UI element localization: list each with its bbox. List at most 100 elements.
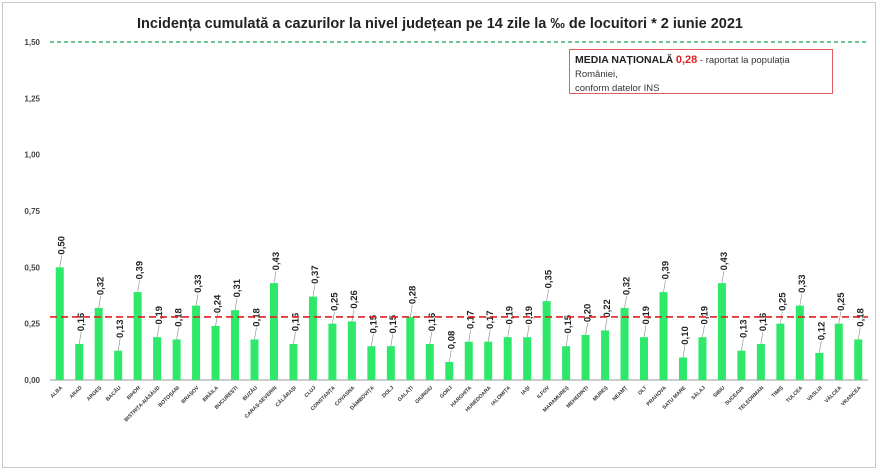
leader-line bbox=[156, 325, 160, 338]
leader-line bbox=[702, 325, 705, 338]
value-label: 0,25 bbox=[329, 292, 340, 311]
value-label: 0,28 bbox=[407, 286, 418, 305]
leader-line bbox=[663, 280, 666, 293]
category-label: CLUJ bbox=[304, 385, 318, 399]
chart-title: Incidența cumulată a cazurilor la nivel … bbox=[137, 16, 743, 32]
category-label: CĂLĂRAȘI bbox=[274, 384, 298, 408]
bar bbox=[717, 283, 726, 380]
value-label: 0,15 bbox=[388, 314, 399, 333]
bar bbox=[640, 337, 649, 380]
leader-line bbox=[78, 331, 82, 344]
category-label: ALBA bbox=[50, 385, 65, 400]
bar bbox=[192, 305, 201, 380]
leader-line bbox=[507, 325, 510, 338]
leader-line bbox=[234, 298, 238, 311]
bar bbox=[211, 325, 220, 380]
value-label: 0,18 bbox=[252, 308, 263, 327]
category-label: ARAD bbox=[69, 385, 84, 400]
category-label: TIMIȘ bbox=[771, 385, 785, 399]
leader-line bbox=[371, 334, 374, 347]
bar bbox=[367, 346, 376, 380]
leader-line bbox=[487, 329, 491, 342]
value-label: 0,37 bbox=[310, 265, 321, 284]
category-label: VASLUI bbox=[806, 385, 824, 403]
leader-line bbox=[410, 304, 413, 317]
bar bbox=[601, 330, 610, 380]
bar bbox=[562, 346, 571, 380]
leader-line bbox=[721, 271, 725, 284]
bar bbox=[620, 307, 629, 380]
bar bbox=[250, 339, 259, 380]
value-label: 0,32 bbox=[622, 277, 633, 296]
leader-line bbox=[351, 309, 355, 322]
value-label: 0,25 bbox=[777, 292, 788, 311]
value-label: 0,50 bbox=[57, 236, 68, 255]
leader-line bbox=[332, 311, 335, 324]
category-label: GALAȚI bbox=[397, 385, 415, 403]
bar bbox=[523, 337, 532, 380]
bar bbox=[854, 339, 863, 380]
value-label: 0,18 bbox=[855, 308, 866, 327]
legend-label: MEDIA NAȚIONALĂ bbox=[575, 54, 674, 66]
bar bbox=[94, 307, 103, 380]
value-label: 0,12 bbox=[816, 322, 827, 341]
bar bbox=[542, 301, 551, 380]
leader-line bbox=[273, 271, 277, 284]
leader-line bbox=[195, 293, 199, 306]
value-label: 0,18 bbox=[174, 308, 185, 327]
bar bbox=[172, 339, 181, 380]
value-label: 0,08 bbox=[446, 331, 457, 350]
value-label: 0,39 bbox=[135, 261, 146, 280]
value-label: 0,32 bbox=[96, 277, 107, 296]
category-label: BACĂU bbox=[104, 384, 122, 402]
bar bbox=[386, 346, 395, 380]
value-label: 0,24 bbox=[213, 294, 224, 313]
bar bbox=[815, 352, 824, 380]
value-label: 0,19 bbox=[154, 306, 165, 325]
bar bbox=[328, 323, 337, 380]
leader-line bbox=[448, 349, 452, 363]
leader-line bbox=[624, 295, 627, 308]
bar bbox=[737, 350, 746, 380]
value-label: 0,13 bbox=[115, 319, 126, 338]
value-label: 0,13 bbox=[738, 319, 749, 338]
value-label: 0,35 bbox=[544, 269, 555, 288]
bar bbox=[698, 337, 707, 380]
category-label: SIBIU bbox=[712, 385, 726, 399]
value-label: 0,43 bbox=[271, 252, 282, 271]
y-tick-label: 0,00 bbox=[24, 376, 40, 385]
y-tick-label: 1,25 bbox=[24, 94, 40, 103]
bar bbox=[153, 337, 162, 380]
value-label: 0,10 bbox=[680, 326, 691, 345]
bar bbox=[503, 337, 512, 380]
leader-line bbox=[293, 331, 296, 344]
y-tick-label: 0,50 bbox=[24, 263, 40, 272]
category-label: IALOMIȚA bbox=[490, 385, 512, 407]
value-label: 0,17 bbox=[466, 310, 477, 329]
leader-line bbox=[819, 340, 822, 354]
leader-line bbox=[565, 334, 569, 347]
value-label: 0,19 bbox=[699, 306, 710, 325]
value-label: 0,19 bbox=[524, 306, 535, 325]
bar bbox=[678, 357, 687, 380]
leader-line bbox=[137, 280, 140, 293]
category-label: VRANCEA bbox=[840, 385, 863, 408]
bar bbox=[406, 316, 415, 380]
bar bbox=[114, 350, 123, 380]
bar bbox=[464, 341, 473, 380]
category-label: SĂLAJ bbox=[690, 384, 707, 401]
category-label: DOLJ bbox=[381, 385, 395, 399]
category-label: ARGEȘ bbox=[86, 385, 104, 403]
category-label: OLT bbox=[637, 385, 649, 397]
bar bbox=[425, 343, 434, 380]
category-label: BRAȘOV bbox=[181, 385, 201, 405]
category-label: ILFOV bbox=[536, 385, 551, 400]
category-label: BRĂILA bbox=[201, 384, 220, 403]
value-label: 0,19 bbox=[641, 306, 652, 325]
leader-line bbox=[176, 327, 179, 340]
leader-line bbox=[741, 338, 744, 351]
bar bbox=[776, 323, 785, 380]
leader-line bbox=[799, 293, 803, 306]
leader-line bbox=[760, 331, 764, 344]
